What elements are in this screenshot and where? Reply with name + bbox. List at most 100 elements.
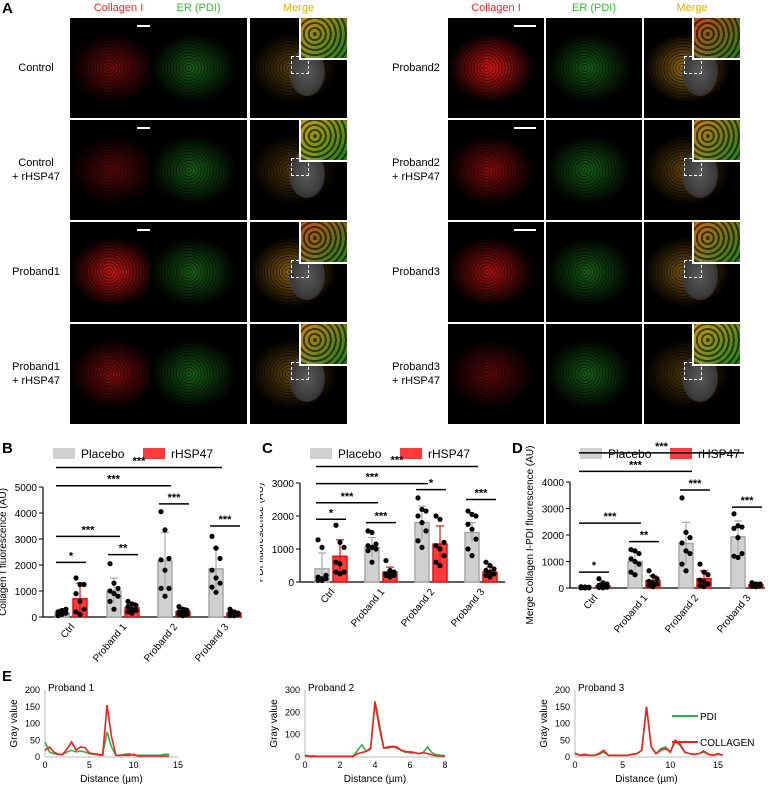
data-point [213, 589, 219, 595]
micrograph-collagen [448, 120, 544, 220]
data-point [437, 562, 443, 569]
y-tick-label: 0 [295, 752, 300, 762]
data-point [111, 580, 117, 586]
y-tick-label: 50 [560, 735, 570, 745]
data-point [683, 568, 689, 574]
column-header-2: Merge [676, 2, 708, 14]
data-point [180, 606, 186, 612]
data-point [487, 574, 493, 580]
row-label: Proband3 + rHSP47 [392, 361, 440, 387]
data-point [491, 571, 497, 577]
data-point [679, 540, 685, 546]
data-point [735, 523, 741, 529]
x-tick-label: Proband 1 [349, 587, 387, 630]
data-point [433, 543, 439, 549]
y-tick-label: 1000 [542, 558, 565, 569]
x-tick-label: 15 [173, 760, 183, 770]
data-point [437, 546, 443, 552]
data-point [63, 606, 69, 612]
x-tick-label: Ctrl [59, 622, 77, 641]
y-tick-label: 0 [288, 578, 294, 589]
panel-label-d: D [512, 440, 523, 457]
row-label: Proband2 [392, 62, 440, 74]
data-point [586, 585, 592, 591]
scale-bar [137, 127, 159, 129]
significance-label: *** [107, 474, 121, 486]
y-tick-label: 100 [25, 719, 40, 729]
data-point [73, 591, 79, 597]
data-point [369, 559, 375, 565]
data-point [628, 546, 634, 553]
plot-title: Proband 3 [578, 683, 625, 694]
x-tick-label: Proband 3 [715, 593, 753, 636]
data-point [596, 584, 602, 591]
data-point [133, 602, 139, 608]
scale-bar [514, 229, 536, 231]
y-tick-label: 1000 [272, 545, 295, 556]
micrograph-collagen [448, 18, 544, 118]
magnified-inset [692, 120, 740, 162]
data-point [158, 585, 164, 591]
data-point [697, 582, 703, 588]
row-label: Proband1 [12, 266, 60, 278]
data-point [115, 593, 121, 599]
plot-title: Proband 1 [48, 683, 95, 694]
micrograph-pdi [546, 18, 642, 118]
data-point [731, 511, 737, 517]
data-point [55, 612, 61, 618]
data-point [604, 584, 610, 590]
data-point [81, 581, 87, 588]
x-axis-title: Distance (µm) [344, 774, 406, 785]
column-header-1: ER (PDI) [176, 2, 221, 14]
row-label: Control + rHSP47 [12, 157, 60, 183]
magnified-inset [299, 120, 347, 162]
chart-c-pdi-fluorescence: Placebo rHSP47 0 1000 2000 3000 PDI fluorescen… [260, 447, 505, 630]
data-point [373, 541, 379, 547]
data-point [341, 569, 347, 575]
data-point [687, 535, 693, 541]
micrograph-merge [644, 120, 740, 220]
y-tick-label: 150 [25, 702, 40, 712]
column-header-1: ER (PDI) [572, 2, 616, 14]
data-point [133, 607, 139, 614]
significance-label: *** [604, 511, 618, 523]
data-point [107, 598, 113, 604]
data-point [600, 585, 606, 591]
data-point [646, 578, 652, 584]
x-tick-label: 2 [337, 760, 342, 770]
line-collagen [304, 702, 446, 758]
data-point [578, 585, 584, 591]
y-axis-title: PDI fluorescence (AU) [260, 483, 266, 582]
magnified-inset [692, 222, 740, 264]
significance-label: * [592, 560, 597, 572]
data-point [129, 606, 135, 612]
significance-label: * [329, 507, 334, 519]
x-tick-label: Proband 2 [399, 587, 437, 630]
micrograph-pdi [150, 18, 247, 118]
y-axis-title: Gray value [269, 699, 280, 748]
data-point [632, 572, 638, 578]
data-point [469, 553, 475, 559]
significance-label: *** [391, 455, 405, 467]
data-point [646, 568, 652, 574]
data-point [166, 555, 172, 562]
data-point [650, 573, 656, 579]
data-point [59, 611, 65, 617]
data-point [423, 528, 429, 534]
data-point [654, 576, 660, 582]
data-point [337, 571, 343, 577]
y-tick-label: 200 [25, 685, 40, 695]
data-point [632, 548, 638, 554]
micrograph-pdi [150, 120, 247, 220]
micrograph-merge [250, 120, 347, 220]
y-axis-title: Gray value [539, 699, 550, 748]
magnified-inset [299, 324, 347, 366]
legend-swatch-rhsp47 [143, 448, 165, 459]
micrograph-collagen [448, 324, 544, 424]
x-axis-title: Distance (µm) [615, 774, 677, 785]
data-point [596, 576, 602, 582]
plot-title: Proband 2 [308, 683, 355, 694]
data-point [319, 544, 325, 550]
data-point [227, 613, 233, 619]
data-point [77, 581, 83, 588]
